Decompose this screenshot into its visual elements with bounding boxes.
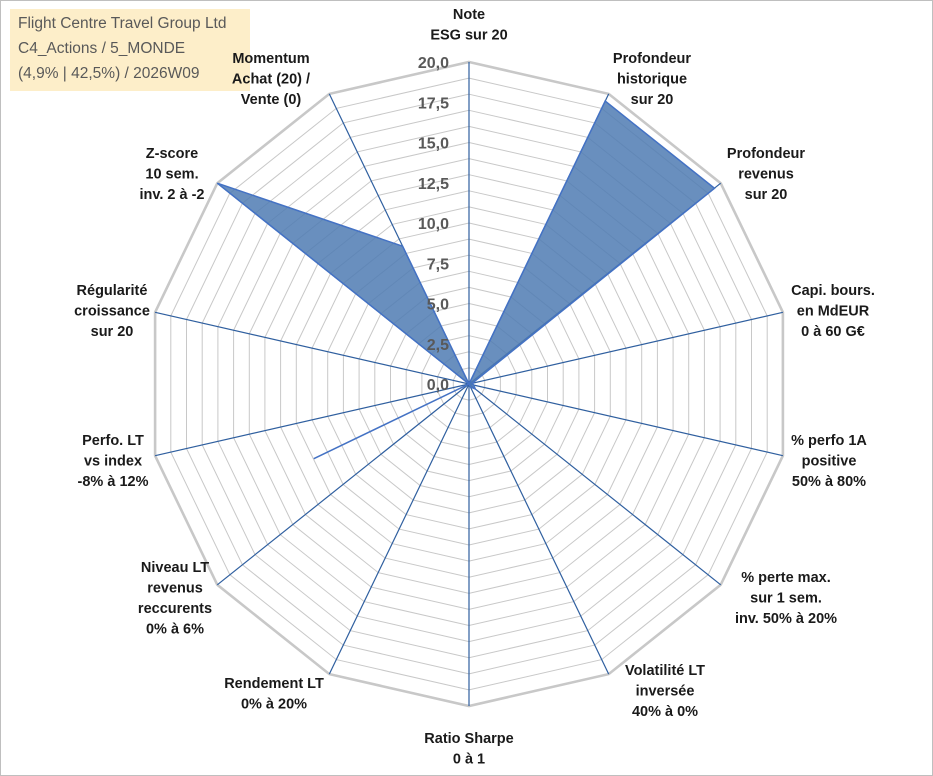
info-box: Flight Centre Travel Group Ltd C4_Action… [10,9,250,91]
tick-label: 10,0 [418,216,449,233]
axis-label: % perte max. sur 1 sem. inv. 50% à 20% [735,570,837,627]
tick-label: 2,5 [427,337,449,354]
axis-spoke [154,383,470,457]
tick-label: 12,5 [418,176,449,193]
axis-label: Régularité croissance sur 20 [74,283,150,340]
data-series-area [216,99,716,460]
axis-label: Momentum Achat (20) / Vente (0) [232,51,310,108]
axis-label: % perfo 1A positive 50% à 80% [791,433,867,490]
axis-spoke [468,383,610,675]
axis-label: Rendement LT 0% à 20% [224,676,324,713]
company-name: Flight Centre Travel Group Ltd [18,15,227,32]
axis-label: Perfo. LT vs index -8% à 12% [78,433,149,490]
period-info: (4,9% | 42,5%) / 2026W09 [18,65,200,82]
axis-label: Volatilité LT inversée 40% à 0% [625,663,705,720]
tick-label: 0,0 [427,377,449,394]
axis-label: Capi. bours. en MdEUR 0 à 60 G€ [791,283,875,340]
axis-label: Niveau LT revenus reccurents 0% à 6% [138,560,212,638]
axis-spoke [468,311,784,385]
tick-label: 20,0 [418,55,449,72]
axis-label: Profondeur historique sur 20 [613,51,691,108]
tick-label: 5,0 [427,297,449,314]
tick-label: 7,5 [427,256,449,273]
axis-label: Note ESG sur 20 [430,7,507,44]
axis-spoke [154,311,470,385]
axis-spoke [216,383,470,586]
tick-label: 15,0 [418,136,449,153]
axis-label: Ratio Sharpe 0 à 1 [424,731,513,768]
axis-spoke [468,383,784,457]
axis-label: Z-score 10 sem. inv. 2 à -2 [139,146,204,203]
axis-label: Profondeur revenus sur 20 [727,146,805,203]
axis-spoke [328,383,470,675]
tick-label: 17,5 [418,95,449,112]
category-path: C4_Actions / 5_MONDE [18,40,186,57]
axis-spoke [468,383,722,586]
